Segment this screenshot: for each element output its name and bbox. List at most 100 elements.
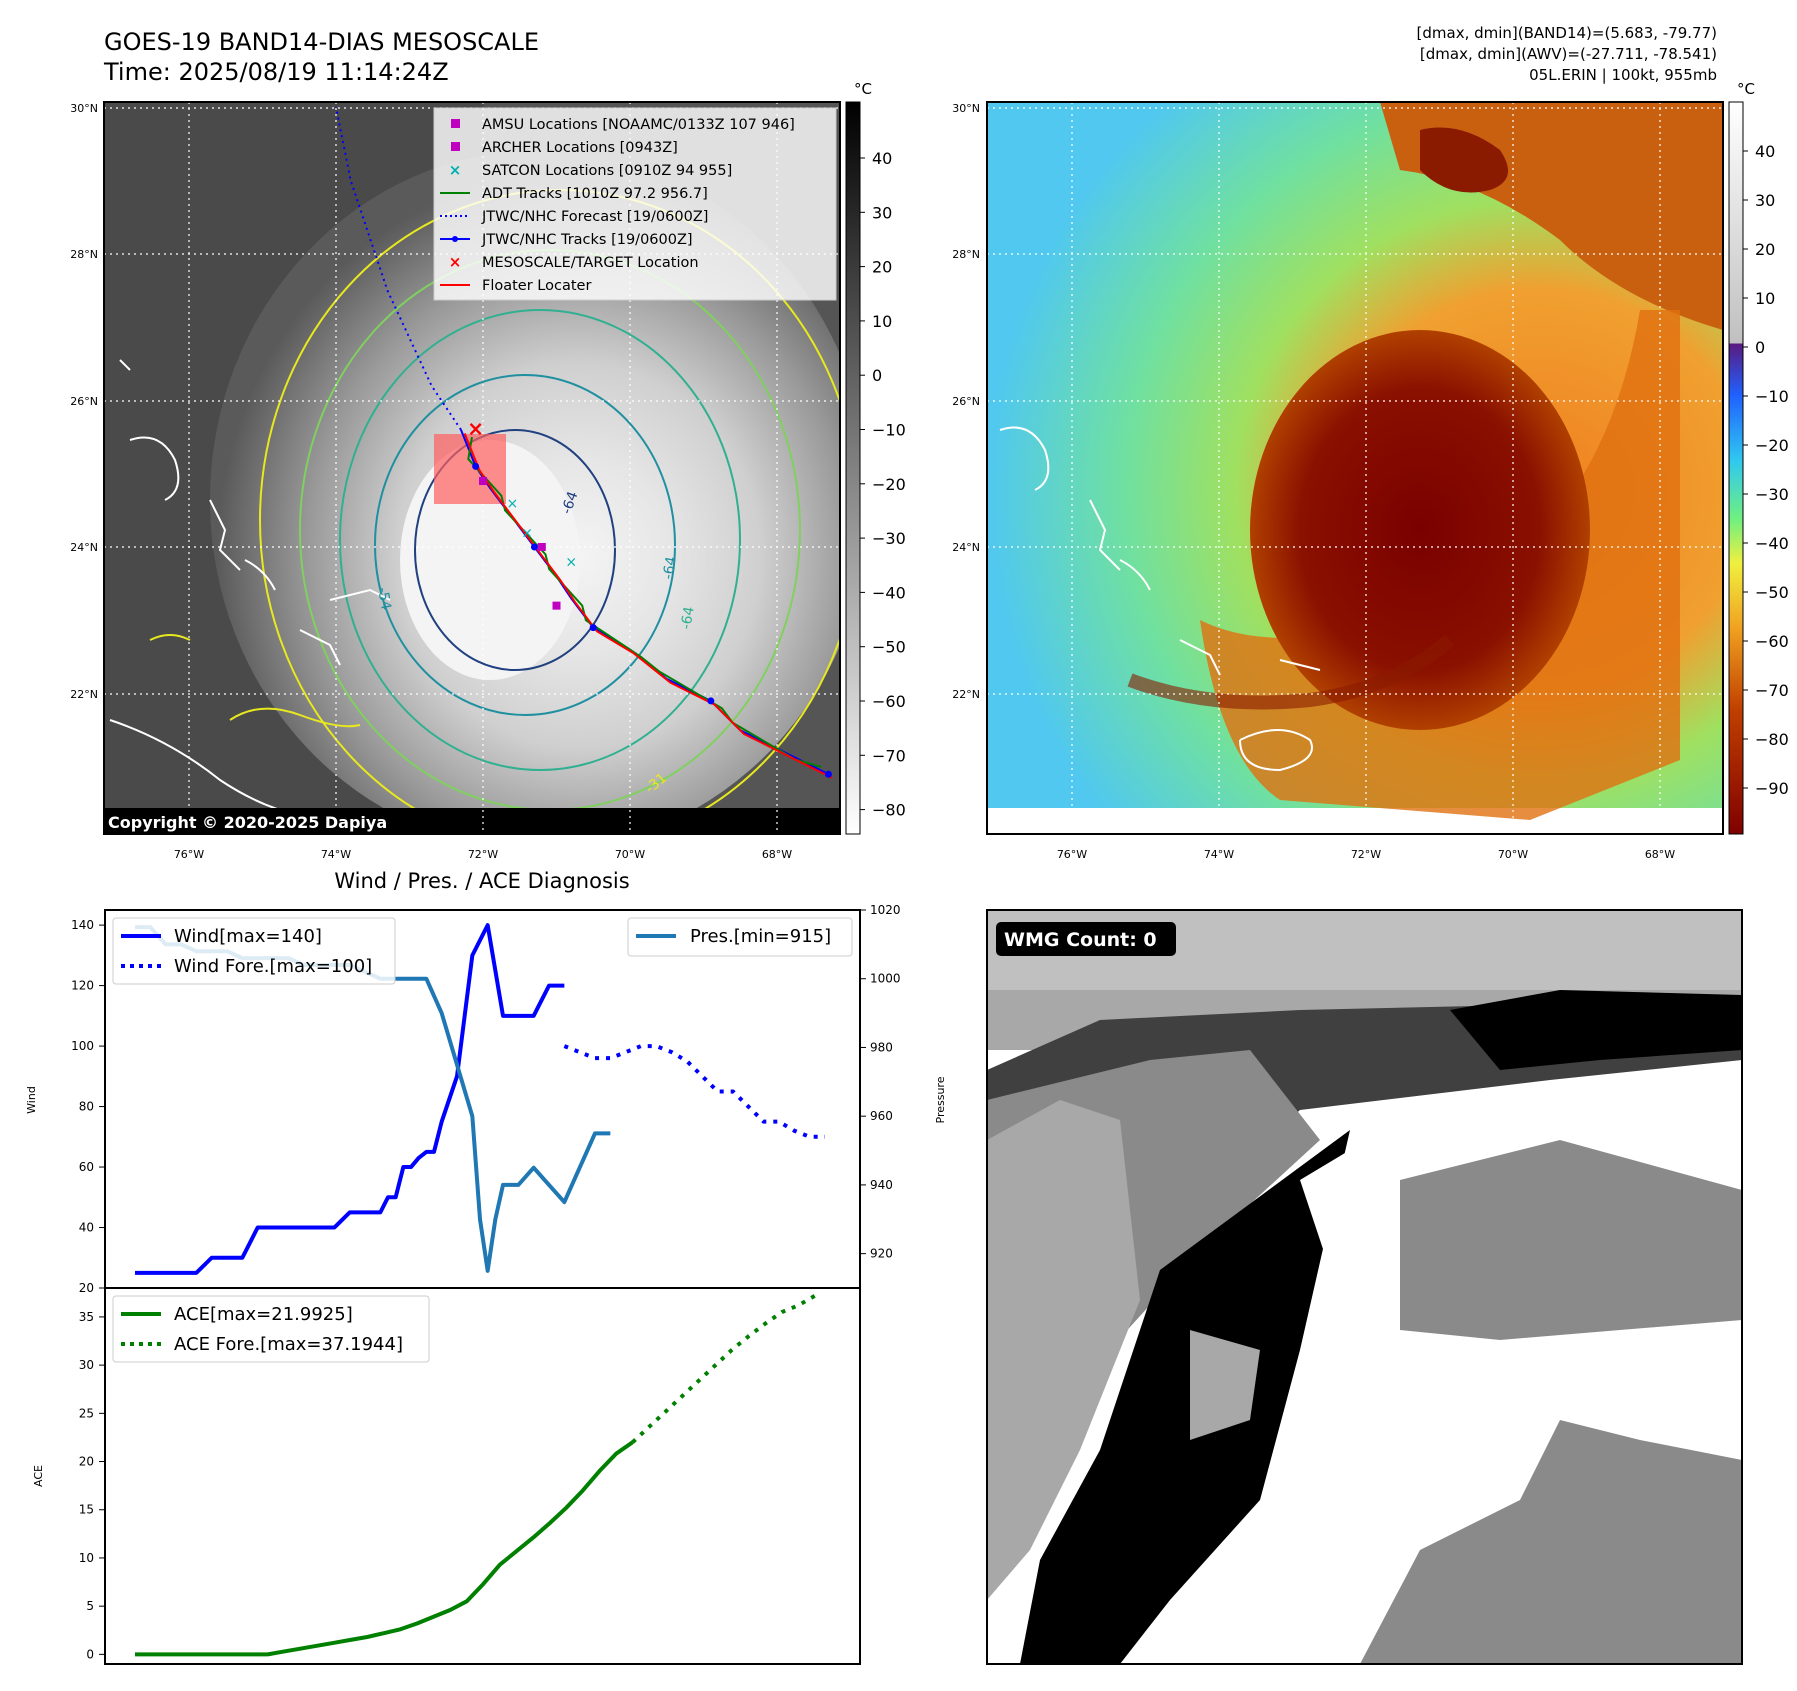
colorbar-tick-label: 30	[1755, 191, 1775, 210]
colorbar-tick-label: 30	[872, 203, 892, 222]
ace-chart: ACE 0 5 10 15 20 25 30 35 ACE[max=21.9925] ACE …	[32, 1287, 861, 1665]
ace-legend: ACE[max=21.9925] ACE Fore.[max=37.1944]	[112, 1295, 430, 1363]
legend-label: MESOSCALE/TARGET Location	[482, 255, 699, 271]
lat-label: 22°N	[70, 688, 98, 701]
nhc-track-point	[707, 697, 715, 705]
colorbar-tick-label: −90	[1755, 779, 1789, 798]
legend-label: JTWC/NHC Tracks [19/0600Z]	[481, 232, 693, 248]
ir-map-panel: ×××× -64 -54 -64 -64 -31 AMSU Locations …	[104, 102, 840, 834]
lat-label: 26°N	[952, 395, 980, 408]
colorbar-tick-label: −80	[872, 801, 906, 820]
legend-item: AMSU Locations [NOAAMC/0133Z 107 946]	[451, 117, 795, 133]
legend-square-icon	[451, 142, 460, 151]
satcon-marker: ×	[565, 555, 577, 571]
figure-title: GOES-19 BAND14-DIAS MESOSCALE	[104, 28, 539, 56]
wv-lon-labels: 76°W 74°W 72°W 70°W 68°W	[1057, 848, 1675, 861]
colorbar-tick-label: −30	[872, 529, 906, 548]
colorbar-tick-label: −60	[1755, 632, 1789, 651]
lat-label: 24°N	[952, 541, 980, 554]
wind-ytick-label: 20	[79, 1281, 94, 1295]
stats-band14: [dmax, dmin](BAND14)=(5.683, -79.77)	[1417, 24, 1717, 42]
legend-ace: ACE[max=21.9925]	[174, 1304, 353, 1325]
legend-item: JTWC/NHC Forecast [19/0600Z]	[440, 209, 708, 225]
legend-label: JTWC/NHC Forecast [19/0600Z]	[481, 209, 708, 225]
ace-ytick-label: 10	[79, 1551, 94, 1565]
legend-label: ADT Tracks [1010Z 97.2 956.7]	[482, 186, 708, 202]
legend-wind-forecast: Wind Fore.[max=100]	[174, 956, 372, 977]
ace-series-line	[135, 1440, 634, 1657]
legend-label: ARCHER Locations [0943Z]	[482, 140, 678, 156]
amsu-marker	[479, 477, 487, 486]
amsu-marker	[537, 543, 546, 551]
lat-label: 26°N	[70, 395, 98, 408]
colorbar-tick-label: −60	[872, 692, 906, 711]
lon-label: 68°W	[1645, 848, 1675, 861]
wind-pressure-chart: Wind Pressure 20 40 60 80 100 120 140 920 940 96…	[25, 903, 947, 1295]
ace-ytick-label: 20	[79, 1455, 94, 1469]
nhc-track-point	[589, 624, 597, 632]
wind-series-line	[135, 923, 565, 1275]
colorbar-tick-label: −30	[1755, 485, 1789, 504]
nhc-track-point	[824, 770, 832, 778]
contour-label: -54	[374, 586, 394, 611]
colorbar-tick-label: −70	[1755, 681, 1789, 700]
figure-time: Time: 2025/08/19 11:14:24Z	[103, 58, 449, 86]
legend-square-icon	[451, 119, 460, 128]
colorbar-tick-label: 20	[872, 258, 892, 277]
colorbar-tick-label: −40	[872, 583, 906, 602]
nhc-track-point	[472, 462, 480, 470]
legend-item: ARCHER Locations [0943Z]	[451, 140, 678, 156]
colorbar-tick-label: −50	[872, 638, 906, 657]
pressure-ytick-label: 1000	[870, 972, 901, 986]
colorbar-tick-label: 40	[1755, 142, 1775, 161]
lat-label: 30°N	[70, 102, 98, 115]
lon-label: 74°W	[321, 848, 351, 861]
pressure-axis-label: Pressure	[934, 1076, 947, 1123]
stats-storm: 05L.ERIN | 100kt, 955mb	[1529, 66, 1717, 84]
target-marker: ×	[467, 417, 484, 441]
ir-storm-tracks: ××××	[335, 107, 833, 779]
legend-label: Floater Locater	[482, 278, 591, 294]
colorbar-tick-label: −20	[872, 475, 906, 494]
nhc-track-point	[530, 543, 538, 551]
wv-colorbar-unit: °C	[1737, 80, 1755, 98]
contour-label: -64	[660, 555, 680, 580]
pressure-ytick-label: 1020	[870, 903, 901, 917]
legend-item: ADT Tracks [1010Z 97.2 956.7]	[440, 186, 708, 202]
pressure-legend: Pres.[min=915]	[627, 917, 853, 957]
wind-ytick-label: 40	[79, 1221, 94, 1235]
colorbar-tick-label: −10	[1755, 387, 1789, 406]
wv-gridlines	[987, 102, 1723, 834]
ace-ytick-label: 5	[86, 1599, 94, 1613]
legend-label: AMSU Locations [NOAAMC/0133Z 107 946]	[482, 117, 795, 133]
pressure-ytick-label: 960	[870, 1109, 893, 1123]
lon-label: 68°W	[762, 848, 792, 861]
lon-label: 76°W	[174, 848, 204, 861]
ace-ytick-label: 0	[86, 1647, 94, 1661]
copyright-label: Copyright © 2020-2025 Dapiya	[108, 813, 387, 832]
lat-label: 24°N	[70, 541, 98, 554]
legend-ace-forecast: ACE Fore.[max=37.1944]	[174, 1334, 403, 1355]
pressure-ytick-label: 920	[870, 1247, 893, 1261]
wind-ytick-label: 80	[79, 1100, 94, 1114]
wv-map-panel	[986, 101, 1724, 835]
satcon-marker: ×	[507, 496, 519, 512]
ir-lon-labels: 76°W 74°W 72°W 70°W 68°W	[174, 848, 792, 861]
colorbar-tick-label: −40	[1755, 534, 1789, 553]
pressure-ytick-label: 980	[870, 1040, 893, 1054]
lon-label: 74°W	[1204, 848, 1234, 861]
diagnosis-title: Wind / Pres. / ACE Diagnosis	[334, 869, 629, 893]
wind-ytick-label: 60	[79, 1160, 94, 1174]
lon-label: 70°W	[615, 848, 645, 861]
lon-label: 76°W	[1057, 848, 1087, 861]
wmg-panel: WMG Count: 0	[986, 909, 1743, 1665]
colorbar-tick-label: −70	[872, 746, 906, 765]
wv-lat-labels: 30°N 28°N 26°N 24°N 22°N	[952, 102, 980, 701]
contour-label: -64	[559, 489, 582, 516]
wind-ytick-label: 140	[71, 918, 94, 932]
colorbar-tick-label: −80	[1755, 730, 1789, 749]
legend-pressure: Pres.[min=915]	[690, 926, 831, 947]
ace-ytick-label: 35	[79, 1310, 94, 1324]
colorbar-tick-label: 40	[872, 149, 892, 168]
colorbar-tick-label: −20	[1755, 436, 1789, 455]
